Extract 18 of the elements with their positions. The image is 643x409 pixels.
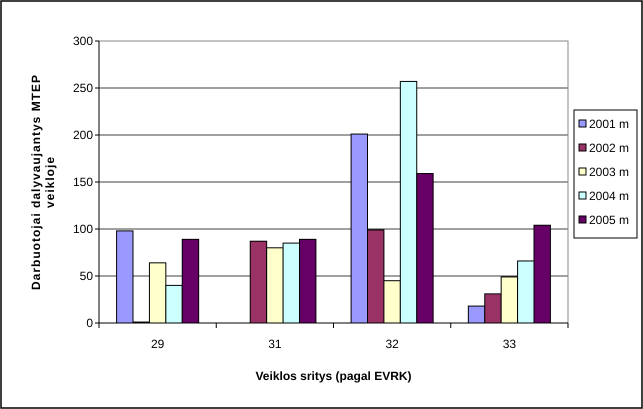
- x-axis-title: Veiklos sritys (pagal EVRK): [255, 369, 412, 383]
- legend-label: 2002 m: [589, 141, 630, 156]
- y-tick-label: 100: [72, 222, 94, 236]
- y-tick-label: 50: [80, 269, 94, 284]
- y-tick-label: 300: [72, 34, 94, 48]
- y-tick-label: 150: [72, 175, 94, 190]
- legend-label: 2001 m: [589, 117, 630, 132]
- y-tick-label: 0: [86, 316, 94, 330]
- x-tick-label: 32: [385, 337, 400, 351]
- x-tick-label: 33: [502, 337, 516, 351]
- legend-label: 2003 m: [589, 165, 630, 180]
- y-axis-title: Darbuotojai dalyvaujantys MTEP veikloje: [29, 74, 57, 290]
- legend-label: 2004 m: [589, 189, 630, 204]
- y-tick-label: 200: [72, 128, 94, 142]
- y-tick-label: 250: [72, 81, 94, 96]
- x-tick-label: 31: [268, 337, 282, 351]
- legend-label: 2005 m: [589, 213, 630, 228]
- x-tick-label: 29: [150, 337, 165, 351]
